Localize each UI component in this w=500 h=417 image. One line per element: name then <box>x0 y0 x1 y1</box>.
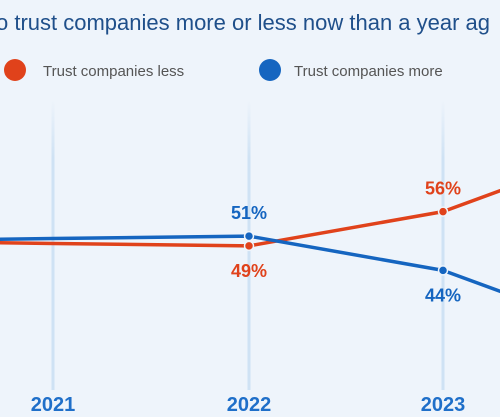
data-label-more-2023: 44% <box>425 285 461 305</box>
data-point-more-2023 <box>437 265 449 276</box>
data-point-less-2023 <box>437 206 449 217</box>
data-label-less-2023: 56% <box>425 179 461 199</box>
gridline-2023 <box>441 100 445 390</box>
x-tick-label-2021: 2021 <box>31 394 76 416</box>
data-point-less-2022 <box>243 240 255 252</box>
legend-label-less: Trust companies less <box>43 63 184 80</box>
circle-dot-icon <box>259 59 281 81</box>
x-tick-label-2022: 2022 <box>227 394 272 416</box>
data-point-more-2022 <box>243 230 255 242</box>
legend-item-more: Trust companies more <box>259 59 443 81</box>
legend-label-more: Trust companies more <box>294 63 443 80</box>
data-labels: 49% 56% 51% 44% <box>231 179 461 306</box>
legend: Trust companies less Trust companies mor… <box>4 59 443 81</box>
legend-item-less: Trust companies less <box>4 59 184 81</box>
data-label-more-2022: 51% <box>231 203 267 223</box>
circle-dot-icon <box>4 59 26 81</box>
x-tick-label-2023: 2023 <box>421 394 466 416</box>
chart-title: o trust companies more or less now than … <box>0 10 490 35</box>
data-label-less-2022: 49% <box>231 261 267 281</box>
series-points <box>243 206 449 276</box>
x-axis-labels: 2021 2022 2023 <box>31 394 466 416</box>
